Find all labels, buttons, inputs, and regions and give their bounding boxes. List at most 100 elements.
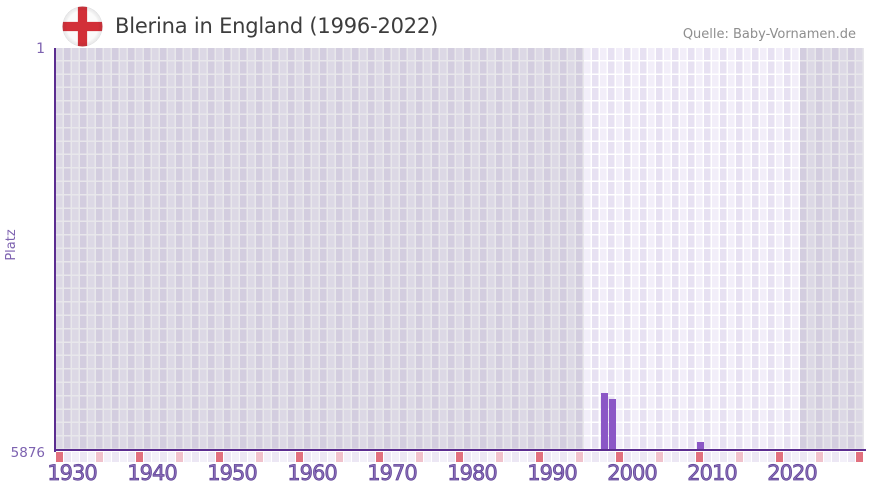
- year-cell: [680, 452, 687, 462]
- decade-marker: [536, 452, 543, 462]
- y-axis-line: [54, 48, 56, 452]
- x-tick-1980: 1980: [447, 461, 498, 486]
- year-cell: [352, 452, 359, 462]
- year-cell: [224, 452, 231, 462]
- y-axis-label-top: 1: [36, 41, 45, 57]
- year-cell: [112, 452, 119, 462]
- y-axis-label-bottom: 5876: [10, 445, 45, 461]
- year-cell: [592, 452, 599, 462]
- year-cell: [480, 452, 487, 462]
- year-cell: [232, 452, 239, 462]
- year-cell: [632, 452, 639, 462]
- pre-period-shade: [56, 48, 584, 450]
- year-cell: [448, 452, 455, 462]
- year-cell: [88, 452, 95, 462]
- year-cell: [760, 452, 767, 462]
- decade-marker: [56, 452, 63, 462]
- year-cell: [328, 452, 335, 462]
- year-cell: [560, 452, 567, 462]
- year-cell: [144, 452, 151, 462]
- half-decade-marker: [336, 452, 343, 462]
- source-link[interactable]: Quelle: Baby-Vornamen.de: [682, 27, 856, 42]
- decade-marker: [136, 452, 143, 462]
- x-tick-2000: 2000: [607, 461, 658, 486]
- year-cell: [608, 452, 615, 462]
- year-cell: [184, 452, 191, 462]
- x-tick-2020: 2020: [767, 461, 818, 486]
- year-cell: [712, 452, 719, 462]
- x-axis-line: [54, 449, 866, 451]
- bar-2008[interactable]: [696, 441, 704, 450]
- decade-marker: [616, 452, 623, 462]
- year-cell: [152, 452, 159, 462]
- x-tick-1990: 1990: [527, 461, 578, 486]
- year-cell: [264, 452, 271, 462]
- half-decade-marker: [176, 452, 183, 462]
- bar-1997[interactable]: [608, 398, 616, 450]
- year-cell: [640, 452, 647, 462]
- bar-1996[interactable]: [600, 392, 608, 450]
- year-cell: [240, 452, 247, 462]
- england-flag-icon: [62, 6, 103, 47]
- half-decade-marker: [256, 452, 263, 462]
- year-cell: [360, 452, 367, 462]
- year-cell: [584, 452, 591, 462]
- year-cell: [200, 452, 207, 462]
- year-cell: [552, 452, 559, 462]
- year-cell: [464, 452, 471, 462]
- year-cell: [728, 452, 735, 462]
- year-cell: [408, 452, 415, 462]
- year-cell: [384, 452, 391, 462]
- year-cell: [344, 452, 351, 462]
- year-cell: [624, 452, 631, 462]
- year-cell: [400, 452, 407, 462]
- year-cell: [672, 452, 679, 462]
- year-cell: [520, 452, 527, 462]
- year-cell: [768, 452, 775, 462]
- year-cell: [752, 452, 759, 462]
- year-cell: [800, 452, 807, 462]
- half-decade-marker: [736, 452, 743, 462]
- year-cell: [424, 452, 431, 462]
- year-cell: [192, 452, 199, 462]
- year-cell: [808, 452, 815, 462]
- half-decade-marker: [496, 452, 503, 462]
- x-tick-2010: 2010: [687, 461, 738, 486]
- year-cell: [208, 452, 215, 462]
- year-cell: [80, 452, 87, 462]
- year-cell: [64, 452, 71, 462]
- half-decade-marker: [96, 452, 103, 462]
- year-cell: [368, 452, 375, 462]
- year-cell: [688, 452, 695, 462]
- year-cell: [704, 452, 711, 462]
- x-tick-1950: 1950: [207, 461, 258, 486]
- year-cell: [840, 452, 847, 462]
- decade-marker: [216, 452, 223, 462]
- decade-marker: [856, 452, 863, 462]
- year-cell: [792, 452, 799, 462]
- year-cell: [432, 452, 439, 462]
- year-cell: [272, 452, 279, 462]
- year-cell: [168, 452, 175, 462]
- year-cell: [392, 452, 399, 462]
- decade-marker: [296, 452, 303, 462]
- year-cell: [72, 452, 79, 462]
- year-cell: [320, 452, 327, 462]
- x-tick-1940: 1940: [127, 461, 178, 486]
- year-cell: [304, 452, 311, 462]
- year-cell: [288, 452, 295, 462]
- year-cell: [120, 452, 127, 462]
- year-cell: [544, 452, 551, 462]
- x-axis-ticks: 1930 1940 1950 1960 1970 1980 1990 2000 2010 2020: [47, 461, 864, 489]
- year-cell: [784, 452, 791, 462]
- year-marker-strip: [56, 452, 864, 462]
- half-decade-marker: [656, 452, 663, 462]
- decade-marker: [376, 452, 383, 462]
- year-cell: [104, 452, 111, 462]
- decade-marker: [456, 452, 463, 462]
- year-cell: [472, 452, 479, 462]
- year-cell: [600, 452, 607, 462]
- year-cell: [488, 452, 495, 462]
- post-period-shade: [800, 48, 864, 450]
